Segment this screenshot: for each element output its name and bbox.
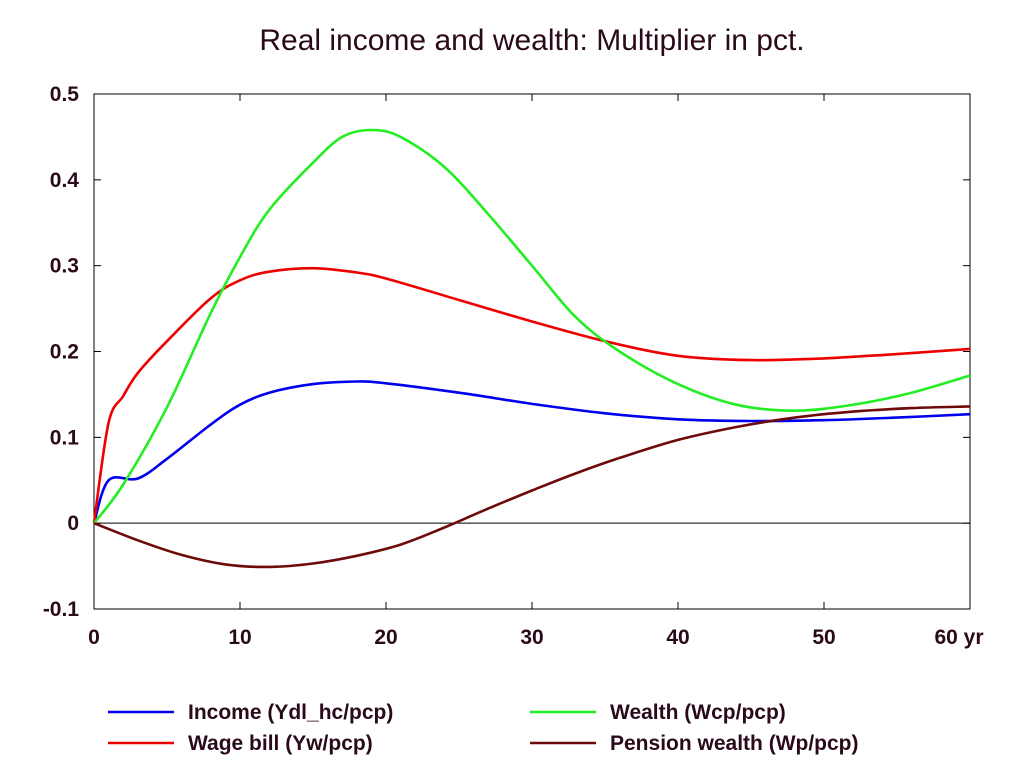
series-line-wealth	[92, 128, 971, 524]
x-tick-label: 60 yr	[934, 626, 983, 649]
y-tick-label: -0.1	[43, 598, 80, 621]
y-tick-label: 0	[67, 512, 79, 535]
legend-label-wealth: Wealth (Wcp/pcp)	[610, 701, 786, 724]
chart-axes: -0.1 0 0.1 0.2 0.3 0.4 0.5 0 10 20 30 40 50 60 yr	[43, 83, 984, 649]
x-tick-label: 0	[88, 626, 100, 649]
x-tick-label: 40	[666, 626, 689, 649]
series-line-wage-bill	[92, 266, 971, 524]
x-tick-label: 50	[812, 626, 835, 649]
chart-legend: Income (Ydl_hc/pcp) Wealth (Wcp/pcp) Wage …	[108, 701, 859, 755]
x-tick-label: 10	[228, 626, 251, 649]
chart-title: Real income and wealth: Multiplier in pc…	[259, 24, 804, 57]
y-tick-label: 0.1	[50, 426, 80, 449]
legend-label-wage-bill: Wage bill (Yw/pcp)	[188, 732, 373, 755]
series-line-pension-wealth	[93, 405, 971, 569]
series-line-income	[92, 380, 971, 524]
x-tick-label: 20	[374, 626, 397, 649]
y-tick-label: 0.4	[50, 169, 80, 192]
plot-frame	[93, 93, 971, 610]
legend-label-pension-wealth: Pension wealth (Wp/pcp)	[610, 732, 859, 755]
y-tick-label: 0.5	[50, 83, 80, 106]
legend-label-income: Income (Ydl_hc/pcp)	[188, 701, 393, 724]
chart-series-lines	[92, 128, 971, 569]
y-tick-label: 0.2	[50, 341, 79, 364]
y-tick-label: 0.3	[50, 255, 79, 278]
x-tick-label: 30	[520, 626, 543, 649]
